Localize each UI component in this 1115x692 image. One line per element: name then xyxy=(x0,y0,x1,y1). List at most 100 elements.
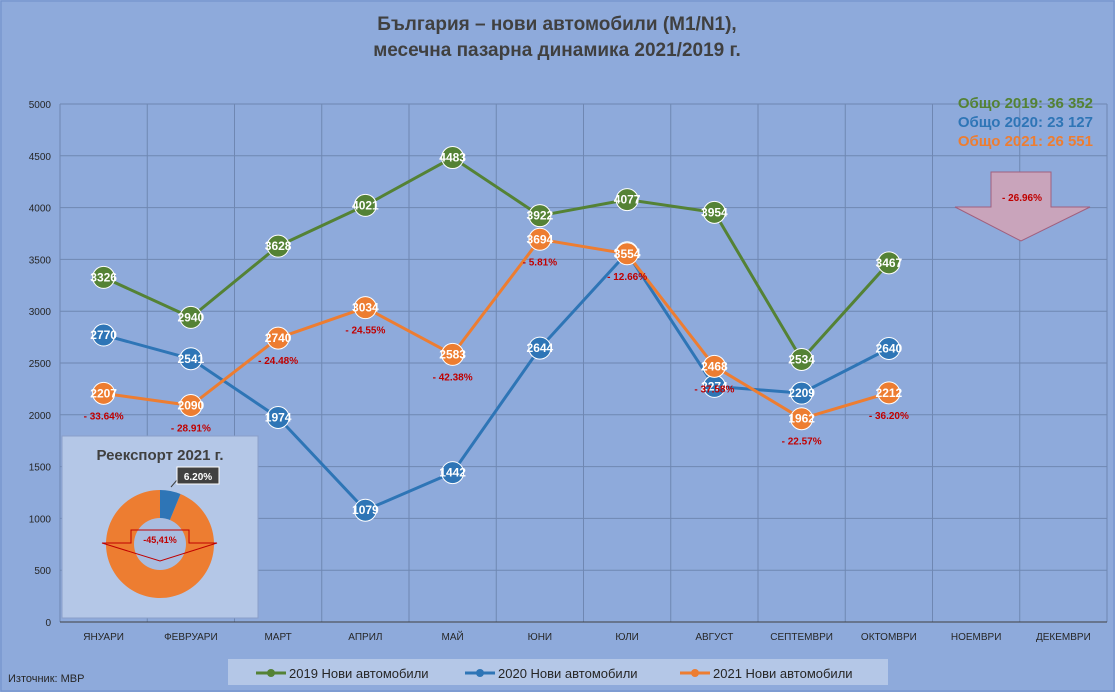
x-tick-label: ОКТОМВРИ xyxy=(861,632,917,643)
data-label-2021: 1962 xyxy=(788,412,815,426)
data-label-2020: 2644 xyxy=(527,341,554,355)
change-label: - 12.66% xyxy=(607,272,647,283)
data-point-2020 xyxy=(179,347,203,371)
data-point-2021 xyxy=(790,407,814,431)
total-change-label: - 26.96% xyxy=(1002,193,1042,204)
data-label-2020: 1079 xyxy=(352,503,379,517)
y-tick-label: 5000 xyxy=(29,100,52,111)
data-label-2020: 2770 xyxy=(90,328,117,342)
y-axis-ticks: 0 500 1000 1500 2000 2500 3000 3500 4000 4500 5000 xyxy=(29,100,52,629)
data-point-2019 xyxy=(266,234,290,258)
data-point-2021 xyxy=(528,227,552,251)
series-line-2020 xyxy=(103,251,890,512)
series-markers: 3326 2940 3628 4021 4483 3922 4077 3954 2534 3467… xyxy=(90,146,903,522)
data-point-2019 xyxy=(92,265,116,289)
total-2021: Общо 2021: 26 551 xyxy=(958,133,1093,150)
data-label-2020: 2541 xyxy=(178,352,205,366)
data-point-2019 xyxy=(790,347,814,371)
total-2019: Общо 2019: 36 352 xyxy=(958,95,1093,112)
legend-marker-2019 xyxy=(267,669,275,677)
data-point-2019 xyxy=(877,251,901,275)
data-label-2019: 3467 xyxy=(876,256,903,270)
data-label-2021: 2740 xyxy=(265,331,292,345)
change-label: - 36.20% xyxy=(869,411,909,422)
data-point-2021 xyxy=(179,393,203,417)
change-label: - 37.58% xyxy=(694,384,734,395)
data-point-2021 xyxy=(92,381,116,405)
y-tick-label: 3000 xyxy=(29,307,52,318)
down-arrow-icon xyxy=(954,171,1091,242)
legend-label-2019: 2019 Нови автомобили xyxy=(289,666,429,681)
x-axis-ticks: ЯНУАРИ ФЕВРУАРИ МАРТ АПРИЛ МАЙ ЮНИ ЮЛИ АВГУСТ СЕ… xyxy=(83,630,1090,643)
data-label-2019: 3326 xyxy=(90,270,117,284)
series-line-2019 xyxy=(102,156,891,361)
source-note: Източник: МВР xyxy=(8,673,84,685)
data-point-2019 xyxy=(615,188,639,212)
change-label: - 28.91% xyxy=(171,423,211,434)
data-label-2021: 2207 xyxy=(90,386,117,400)
donut-callout-line xyxy=(170,479,178,488)
series-lines xyxy=(102,156,891,512)
x-tick-label: ДЕКЕМВРИ xyxy=(1036,632,1091,643)
y-tick-label: 500 xyxy=(34,566,51,577)
legend-label-2020: 2020 Нови автомобили xyxy=(498,666,638,681)
data-label-2019: 3954 xyxy=(701,205,728,219)
x-tick-label: АВГУСТ xyxy=(695,632,733,643)
x-tick-label: ЮНИ xyxy=(528,632,553,643)
data-label-2020: 2274 xyxy=(701,379,728,393)
change-label: - 24.48% xyxy=(258,356,298,367)
x-tick-label: НОЕМВРИ xyxy=(951,632,1002,643)
legend: 2019 Нови автомобили 2020 Нови автомобил… xyxy=(228,659,888,685)
data-point-2020 xyxy=(353,498,377,522)
data-label-2020: 2209 xyxy=(788,386,815,400)
chart-title-line1: България – нови автомобили (M1/N1), xyxy=(377,14,736,35)
data-point-2019 xyxy=(353,193,377,217)
total-2020: Общо 2020: 23 127 xyxy=(958,114,1093,131)
change-label: - 5.81% xyxy=(523,257,558,268)
x-tick-label: МАЙ xyxy=(442,630,464,643)
reexport-change-label: -45,41% xyxy=(143,535,177,545)
x-tick-label: АПРИЛ xyxy=(348,632,382,643)
data-label-2019: 3922 xyxy=(527,209,554,223)
change-label: - 42.38% xyxy=(433,372,473,383)
data-point-2019 xyxy=(702,200,726,224)
legend-marker-2020 xyxy=(476,669,484,677)
data-point-2021 xyxy=(441,342,465,366)
data-point-2019 xyxy=(179,305,203,329)
data-label-2020: 1442 xyxy=(439,466,466,480)
change-label: - 24.55% xyxy=(345,326,385,337)
data-point-2020 xyxy=(877,336,901,360)
data-label-2021: 2583 xyxy=(439,347,466,361)
x-tick-label: МАРТ xyxy=(264,632,291,643)
legend-label-2021: 2021 Нови автомобили xyxy=(713,666,853,681)
totals-block: Общо 2019: 36 352 Общо 2020: 23 127 Общо… xyxy=(958,95,1093,150)
reexport-title: Реекспорт 2021 г. xyxy=(96,447,223,464)
data-label-2021: 2468 xyxy=(701,359,728,373)
total-change-arrow: - 26.96% xyxy=(954,171,1091,242)
reexport-share-label: 6.20% xyxy=(184,472,212,483)
chart-title-line2: месечна пазарна динамика 2021/2019 г. xyxy=(373,40,741,61)
data-label-2021: 3694 xyxy=(527,232,554,246)
data-point-2020 xyxy=(790,381,814,405)
x-tick-label: ЯНУАРИ xyxy=(83,632,124,643)
data-point-2019 xyxy=(441,146,465,170)
data-label-2019: 2534 xyxy=(788,352,815,366)
data-point-2021 xyxy=(702,354,726,378)
data-point-2021 xyxy=(353,296,377,320)
data-label-2019: 4077 xyxy=(614,193,641,207)
y-tick-label: 2000 xyxy=(29,411,52,422)
reexport-share-box xyxy=(176,466,220,485)
data-label-2021: 3034 xyxy=(352,301,379,315)
change-label: - 33.64% xyxy=(84,411,124,422)
y-tick-label: 3500 xyxy=(29,255,52,266)
y-tick-label: 4000 xyxy=(29,204,52,215)
data-label-2019: 4021 xyxy=(352,198,379,212)
data-point-2020 xyxy=(528,336,552,360)
reexport-down-arrow-icon xyxy=(101,529,218,562)
data-point-2021 xyxy=(877,381,901,405)
x-tick-label: ФЕВРУАРИ xyxy=(164,632,218,643)
data-point-2021 xyxy=(266,326,290,350)
reexport-panel: Реекспорт 2021 г. 6.20% -45,41% xyxy=(61,435,259,619)
